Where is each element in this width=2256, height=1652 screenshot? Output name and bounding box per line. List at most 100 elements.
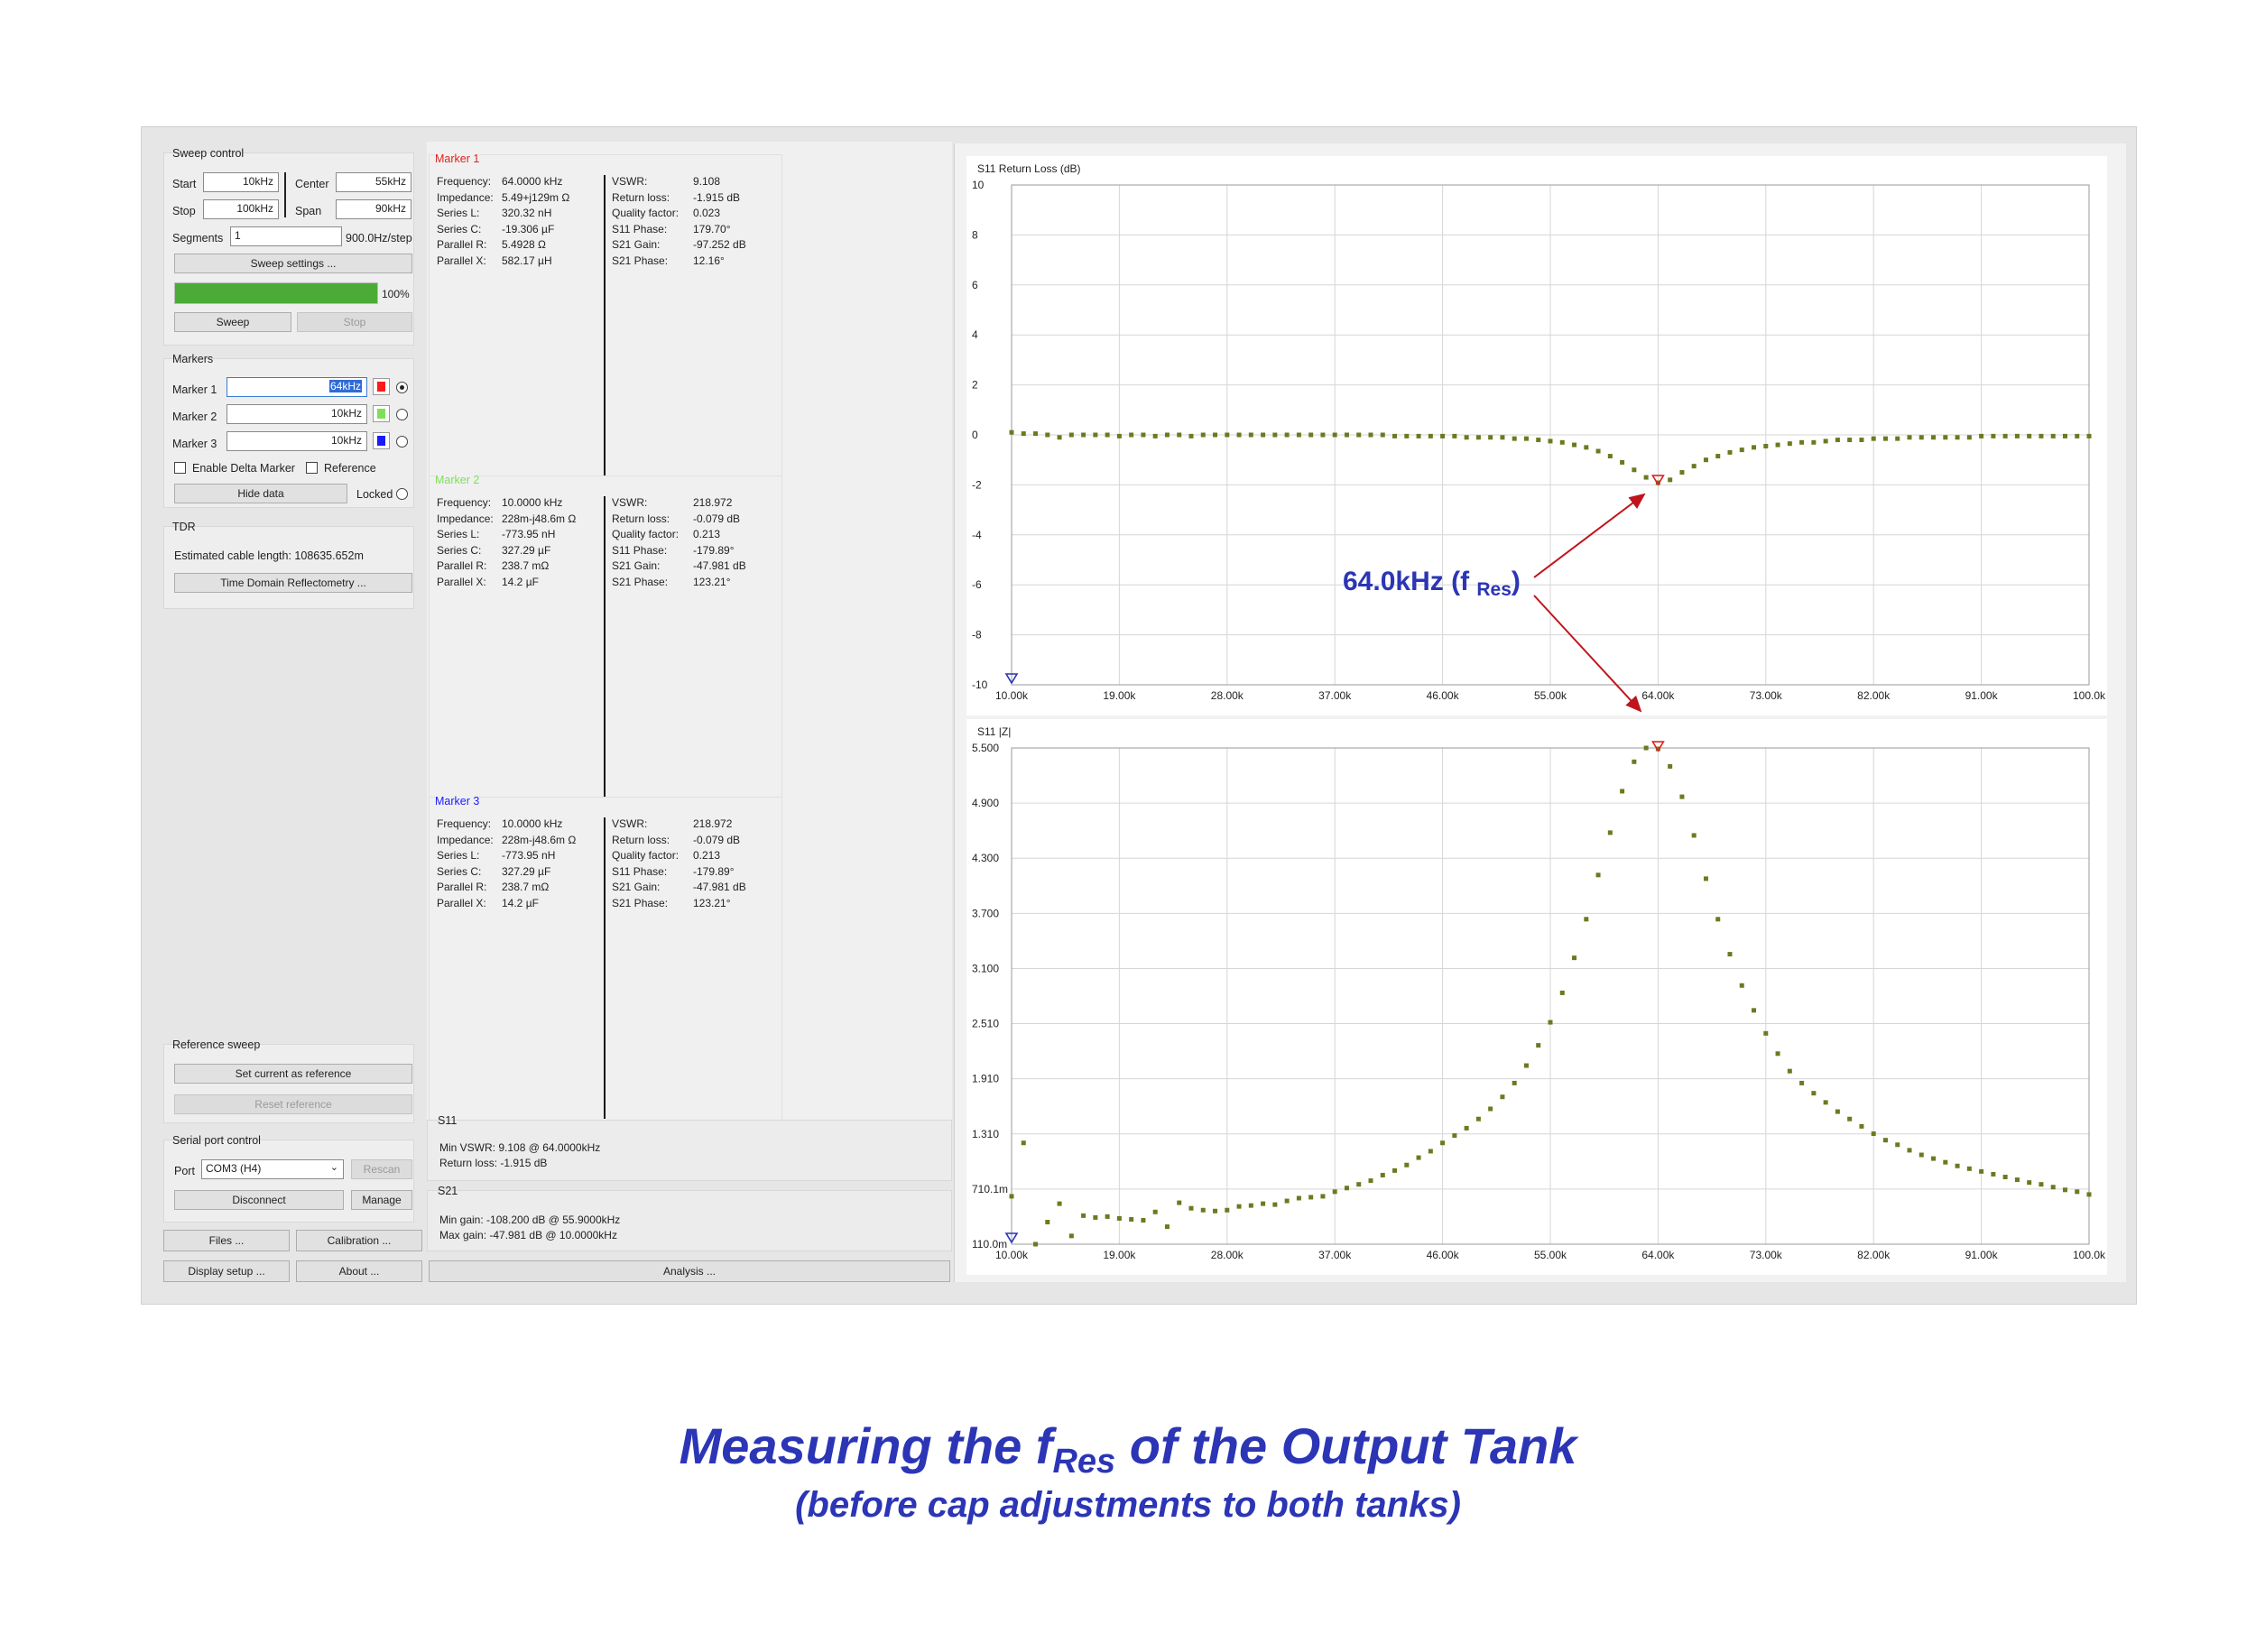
marker-field-label: Frequency: [437, 175, 492, 188]
marker-field-value: -0.079 dB [693, 833, 741, 846]
marker-field-value: 238.7 mΩ [502, 881, 550, 893]
data-point [1380, 1172, 1385, 1177]
s21-summary-group [427, 1190, 952, 1251]
marker-3-radio[interactable] [396, 436, 408, 448]
x-tick-label: 46.00k [1427, 1249, 1460, 1261]
y-tick-label: -8 [972, 629, 982, 641]
marker-field-value: -97.252 dB [693, 238, 746, 251]
rescan-button[interactable]: Rescan [351, 1159, 412, 1179]
data-point [2086, 1192, 2092, 1197]
delta-marker-checkbox[interactable] [174, 462, 186, 474]
impedance-chart: S11 |Z| 10.00k 19.00k 28.00k 37.00k 46.00k 55.… [972, 725, 2106, 1261]
data-point [1296, 432, 1301, 438]
data-point [1344, 1186, 1349, 1191]
data-point [1404, 1162, 1410, 1167]
manage-button[interactable]: Manage [351, 1190, 412, 1210]
data-point [1225, 432, 1230, 438]
files-button[interactable]: Files ... [163, 1230, 290, 1251]
locked-radio[interactable] [396, 488, 408, 500]
data-point [1979, 433, 1984, 438]
data-point [2014, 433, 2020, 438]
x-tick-label: 28.00k [1211, 1249, 1244, 1261]
marker-2-input[interactable]: 10kHz [227, 404, 367, 424]
data-point [1021, 1140, 1026, 1146]
x-tick-label: 73.00k [1750, 689, 1783, 702]
data-point [1129, 1216, 1134, 1222]
data-point [1739, 448, 1744, 453]
data-point [1248, 1203, 1253, 1208]
marker-3-color-swatch[interactable] [373, 432, 390, 449]
stop-button[interactable]: Stop [297, 312, 412, 332]
sweep-button[interactable]: Sweep [174, 312, 291, 332]
marker-2-color-swatch[interactable] [373, 405, 390, 422]
data-point [2050, 433, 2056, 438]
data-point [1955, 435, 1960, 440]
data-point [1488, 1106, 1493, 1112]
data-point [1152, 433, 1158, 438]
tdr-title: TDR [172, 521, 196, 533]
hide-data-button[interactable]: Hide data [174, 484, 347, 503]
marker-1-color-swatch[interactable] [373, 378, 390, 395]
marker-field-value: 320.32 nH [502, 207, 552, 219]
tdr-button[interactable]: Time Domain Reflectometry ... [174, 573, 412, 593]
marker-field-label: Return loss: [612, 190, 670, 204]
data-point [1739, 983, 1744, 988]
marker-2-radio[interactable] [396, 409, 408, 420]
data-point [1045, 1220, 1050, 1225]
stop-input[interactable]: 100kHz [203, 199, 279, 219]
marker-field-value: 238.7 mΩ [502, 559, 550, 572]
data-point [1607, 830, 1613, 835]
data-point [1763, 443, 1769, 448]
calibration-button[interactable]: Calibration ... [296, 1230, 422, 1251]
marker-1-radio[interactable] [396, 382, 408, 393]
y-tick-label: 4.900 [972, 797, 999, 809]
data-point [1440, 1140, 1446, 1146]
marker-1-indicator [1650, 741, 1665, 752]
data-point [1811, 439, 1817, 445]
data-point [1595, 872, 1601, 878]
data-point [1919, 435, 1924, 440]
reference-checkbox[interactable] [306, 462, 318, 474]
set-reference-button[interactable]: Set current as reference [174, 1064, 412, 1084]
return-loss-chart: S11 Return Loss (dB) 10.00k 19.00k 28.00k 37… [972, 162, 2106, 702]
data-point [1966, 1166, 1972, 1171]
marker-field-value: -179.89° [693, 543, 735, 557]
segments-input[interactable]: 1 [230, 226, 342, 246]
marker-1-panel: Marker 1 Frequency: 64.0000 kHz Impedance:… [429, 152, 782, 486]
data-point [1188, 433, 1194, 438]
data-point [1057, 435, 1062, 440]
data-point [1966, 435, 1972, 440]
data-point [1763, 1030, 1769, 1036]
analysis-button[interactable]: Analysis ... [429, 1260, 950, 1282]
span-input[interactable]: 90kHz [336, 199, 411, 219]
data-point [1475, 435, 1481, 440]
sweep-settings-button[interactable]: Sweep settings ... [174, 254, 412, 273]
start-input[interactable]: 10kHz [203, 172, 279, 192]
center-input[interactable]: 55kHz [336, 172, 411, 192]
port-select[interactable]: COM3 (H4) ⌄ [201, 1159, 344, 1179]
marker-field-label: S21 Phase: [612, 254, 669, 267]
display-setup-button[interactable]: Display setup ... [163, 1260, 290, 1282]
marker-1-input[interactable]: 64kHz [227, 377, 367, 397]
reset-reference-button[interactable]: Reset reference [174, 1094, 412, 1114]
marker-field-label: Quality factor: [612, 528, 680, 540]
data-point [1380, 432, 1385, 438]
data-point [1213, 432, 1218, 438]
data-point [1787, 441, 1792, 447]
data-point [2039, 1182, 2044, 1187]
marker-field-label: Impedance: [437, 190, 494, 204]
about-button[interactable]: About ... [296, 1260, 422, 1282]
data-point [1548, 1020, 1553, 1025]
stop-label: Stop [172, 205, 196, 217]
data-point [1236, 1204, 1242, 1209]
data-point [1799, 1080, 1805, 1085]
disconnect-button[interactable]: Disconnect [174, 1190, 344, 1210]
marker-3-input[interactable]: 10kHz [227, 431, 367, 451]
data-point [1859, 438, 1864, 443]
data-point [1033, 431, 1039, 437]
data-point [1236, 432, 1242, 438]
x-tick-label: 64.00k [1641, 689, 1675, 702]
data-point [1356, 1182, 1362, 1187]
data-point [1871, 436, 1876, 441]
data-point [1595, 448, 1601, 454]
